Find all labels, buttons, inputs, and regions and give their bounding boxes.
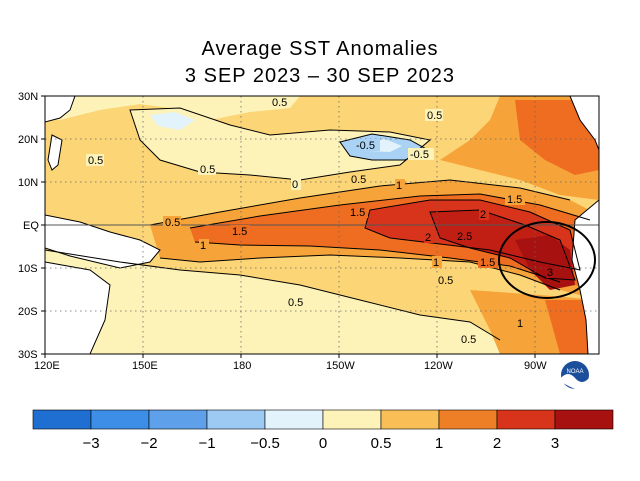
contour-05-central — [129, 107, 432, 181]
contour-label: 1.5 — [232, 226, 247, 238]
colorbar-tick: 3 — [551, 435, 559, 452]
contour-label: 1.5 — [507, 194, 522, 206]
axis-ticks — [41, 95, 536, 358]
colorbar-tick: −1 — [198, 435, 215, 452]
contour-label: 0.5 — [165, 217, 180, 229]
lon-label: 150E — [132, 360, 158, 372]
map-title: Average SST Anomalies — [201, 38, 439, 60]
contour-label: 1.5 — [350, 207, 365, 219]
contour-label: 0.5 — [427, 110, 442, 122]
colorbar-swatch — [32, 409, 92, 430]
colorbar-tick: 0.5 — [371, 435, 392, 452]
lon-label: 180 — [233, 360, 251, 372]
noaa-logo-text: NOAA — [566, 369, 583, 375]
field-pale-south — [45, 250, 500, 354]
lon-label: 150W — [326, 360, 355, 372]
contour-label: 0.5 — [461, 334, 476, 346]
colorbar-swatch — [554, 409, 614, 430]
colorbar-swatch — [438, 409, 498, 430]
lon-label: 90W — [524, 360, 547, 372]
contour-label: 0.5 — [200, 164, 215, 176]
contour-label: 0.5 — [288, 297, 303, 309]
colorbar-tick: 0 — [319, 435, 327, 452]
contour-05-south — [45, 249, 501, 341]
lat-label: EQ — [23, 220, 39, 232]
contour-label: 2 — [425, 232, 431, 244]
colorbar-swatch — [322, 409, 382, 430]
colorbar-tick: 1 — [435, 435, 443, 452]
contour-label: -0.5 — [356, 140, 375, 152]
colorbar-swatch — [148, 409, 208, 430]
colorbar-swatch — [206, 409, 266, 430]
land-south-america — [571, 199, 599, 354]
colorbar-tick: −2 — [140, 435, 157, 452]
contour-15-south — [194, 241, 561, 283]
contour-label: 1 — [433, 257, 439, 269]
field-warm-ne-core — [515, 100, 599, 175]
contour-label: 0.5 — [272, 97, 287, 109]
contour-label: 1 — [517, 318, 523, 330]
contour-25 — [429, 209, 576, 281]
colorbar-tick: −3 — [82, 435, 99, 452]
colorbar-swatch — [380, 409, 440, 430]
contour-label: 1 — [200, 240, 206, 252]
noaa-logo: NOAA — [561, 361, 589, 390]
colorbar-swatch — [264, 409, 324, 430]
highlight-ellipse — [498, 221, 596, 299]
contour-label: 2.5 — [457, 231, 472, 243]
lon-label: 120W — [424, 360, 453, 372]
colorbar: −3 −2 −1 −0.5 0 0.5 1 2 3 — [32, 409, 614, 452]
lon-label: 120E — [34, 360, 60, 372]
colorbar-swatch — [496, 409, 556, 430]
contour-label: 1 — [396, 180, 402, 192]
contour-label-group: 0.5 0.5 0.5 -0.5 -0.5 0.5 0 0.5 1 1.5 0.… — [86, 97, 556, 346]
contour-label: 0 — [292, 179, 298, 191]
map-date-range: 3 SEP 2023 – 30 SEP 2023 — [184, 65, 456, 87]
contour-label: 0.5 — [438, 275, 453, 287]
contour-1-south — [159, 254, 561, 291]
lat-label: 30N — [18, 91, 38, 103]
contour-label: 0.5 — [88, 155, 103, 167]
colorbar-tick: −0.5 — [250, 435, 280, 452]
contour-label: -0.5 — [410, 149, 429, 161]
sst-anomaly-field: 0.5 0.5 0.5 -0.5 -0.5 0.5 0 0.5 1 1.5 0.… — [45, 96, 599, 354]
graticule — [45, 96, 599, 354]
land-north-america — [510, 96, 599, 151]
lat-label: 10N — [18, 177, 38, 189]
contour-label: 3 — [547, 267, 553, 279]
contour-label: 1.5 — [480, 257, 495, 269]
colorbar-tick: 2 — [493, 435, 501, 452]
lat-label: 30S — [18, 349, 38, 361]
land-asia — [45, 96, 76, 123]
contour-2 — [364, 199, 581, 271]
lat-label: 20N — [18, 134, 38, 146]
contour-label: 2 — [480, 209, 486, 221]
contour-1-north — [149, 179, 571, 226]
land-australia — [45, 261, 111, 354]
field-zero-patch — [150, 112, 195, 130]
contour-15-north — [189, 193, 591, 229]
lat-label: 20S — [18, 306, 38, 318]
field-pale-central — [130, 108, 430, 180]
contour-label: 0.5 — [351, 174, 366, 186]
lat-label: 10S — [18, 263, 38, 275]
colorbar-swatch — [90, 409, 150, 430]
